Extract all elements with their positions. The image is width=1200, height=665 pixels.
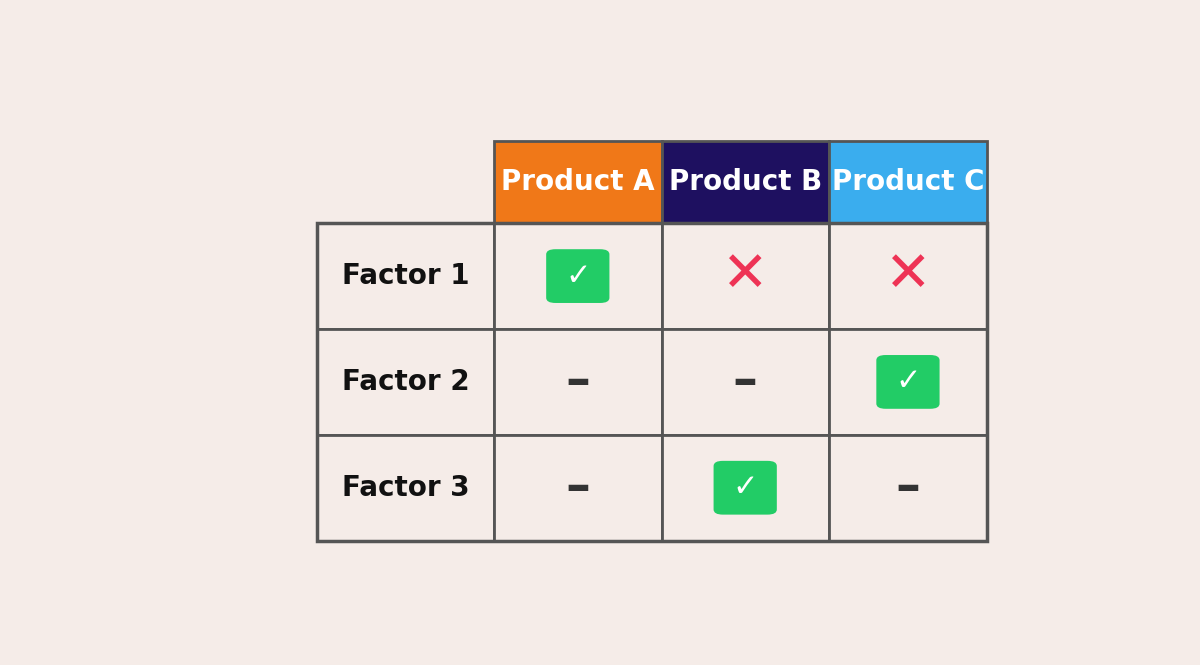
Text: –: –: [733, 358, 757, 406]
FancyBboxPatch shape: [661, 329, 829, 435]
Text: Factor 1: Factor 1: [342, 262, 469, 290]
Text: –: –: [895, 464, 920, 512]
Text: Factor 2: Factor 2: [342, 368, 469, 396]
Text: ✓: ✓: [565, 261, 590, 291]
FancyBboxPatch shape: [494, 435, 661, 541]
FancyBboxPatch shape: [494, 329, 661, 435]
Text: Product C: Product C: [832, 168, 984, 196]
FancyBboxPatch shape: [494, 223, 661, 329]
Text: Product B: Product B: [668, 168, 822, 196]
Text: –: –: [565, 358, 590, 406]
Text: ✓: ✓: [732, 473, 758, 502]
FancyBboxPatch shape: [317, 435, 494, 541]
Text: Product A: Product A: [500, 168, 655, 196]
Text: ✕: ✕: [884, 249, 931, 303]
FancyBboxPatch shape: [661, 141, 829, 223]
FancyBboxPatch shape: [829, 141, 986, 223]
Text: –: –: [565, 464, 590, 512]
FancyBboxPatch shape: [876, 355, 940, 409]
FancyBboxPatch shape: [714, 461, 776, 515]
FancyBboxPatch shape: [661, 223, 829, 329]
FancyBboxPatch shape: [661, 435, 829, 541]
Text: ✕: ✕: [722, 249, 768, 303]
FancyBboxPatch shape: [317, 223, 494, 329]
Text: Factor 3: Factor 3: [342, 473, 469, 501]
Text: ✓: ✓: [895, 367, 920, 396]
FancyBboxPatch shape: [494, 141, 661, 223]
FancyBboxPatch shape: [829, 435, 986, 541]
FancyBboxPatch shape: [829, 223, 986, 329]
FancyBboxPatch shape: [546, 249, 610, 303]
FancyBboxPatch shape: [317, 329, 494, 435]
FancyBboxPatch shape: [829, 329, 986, 435]
